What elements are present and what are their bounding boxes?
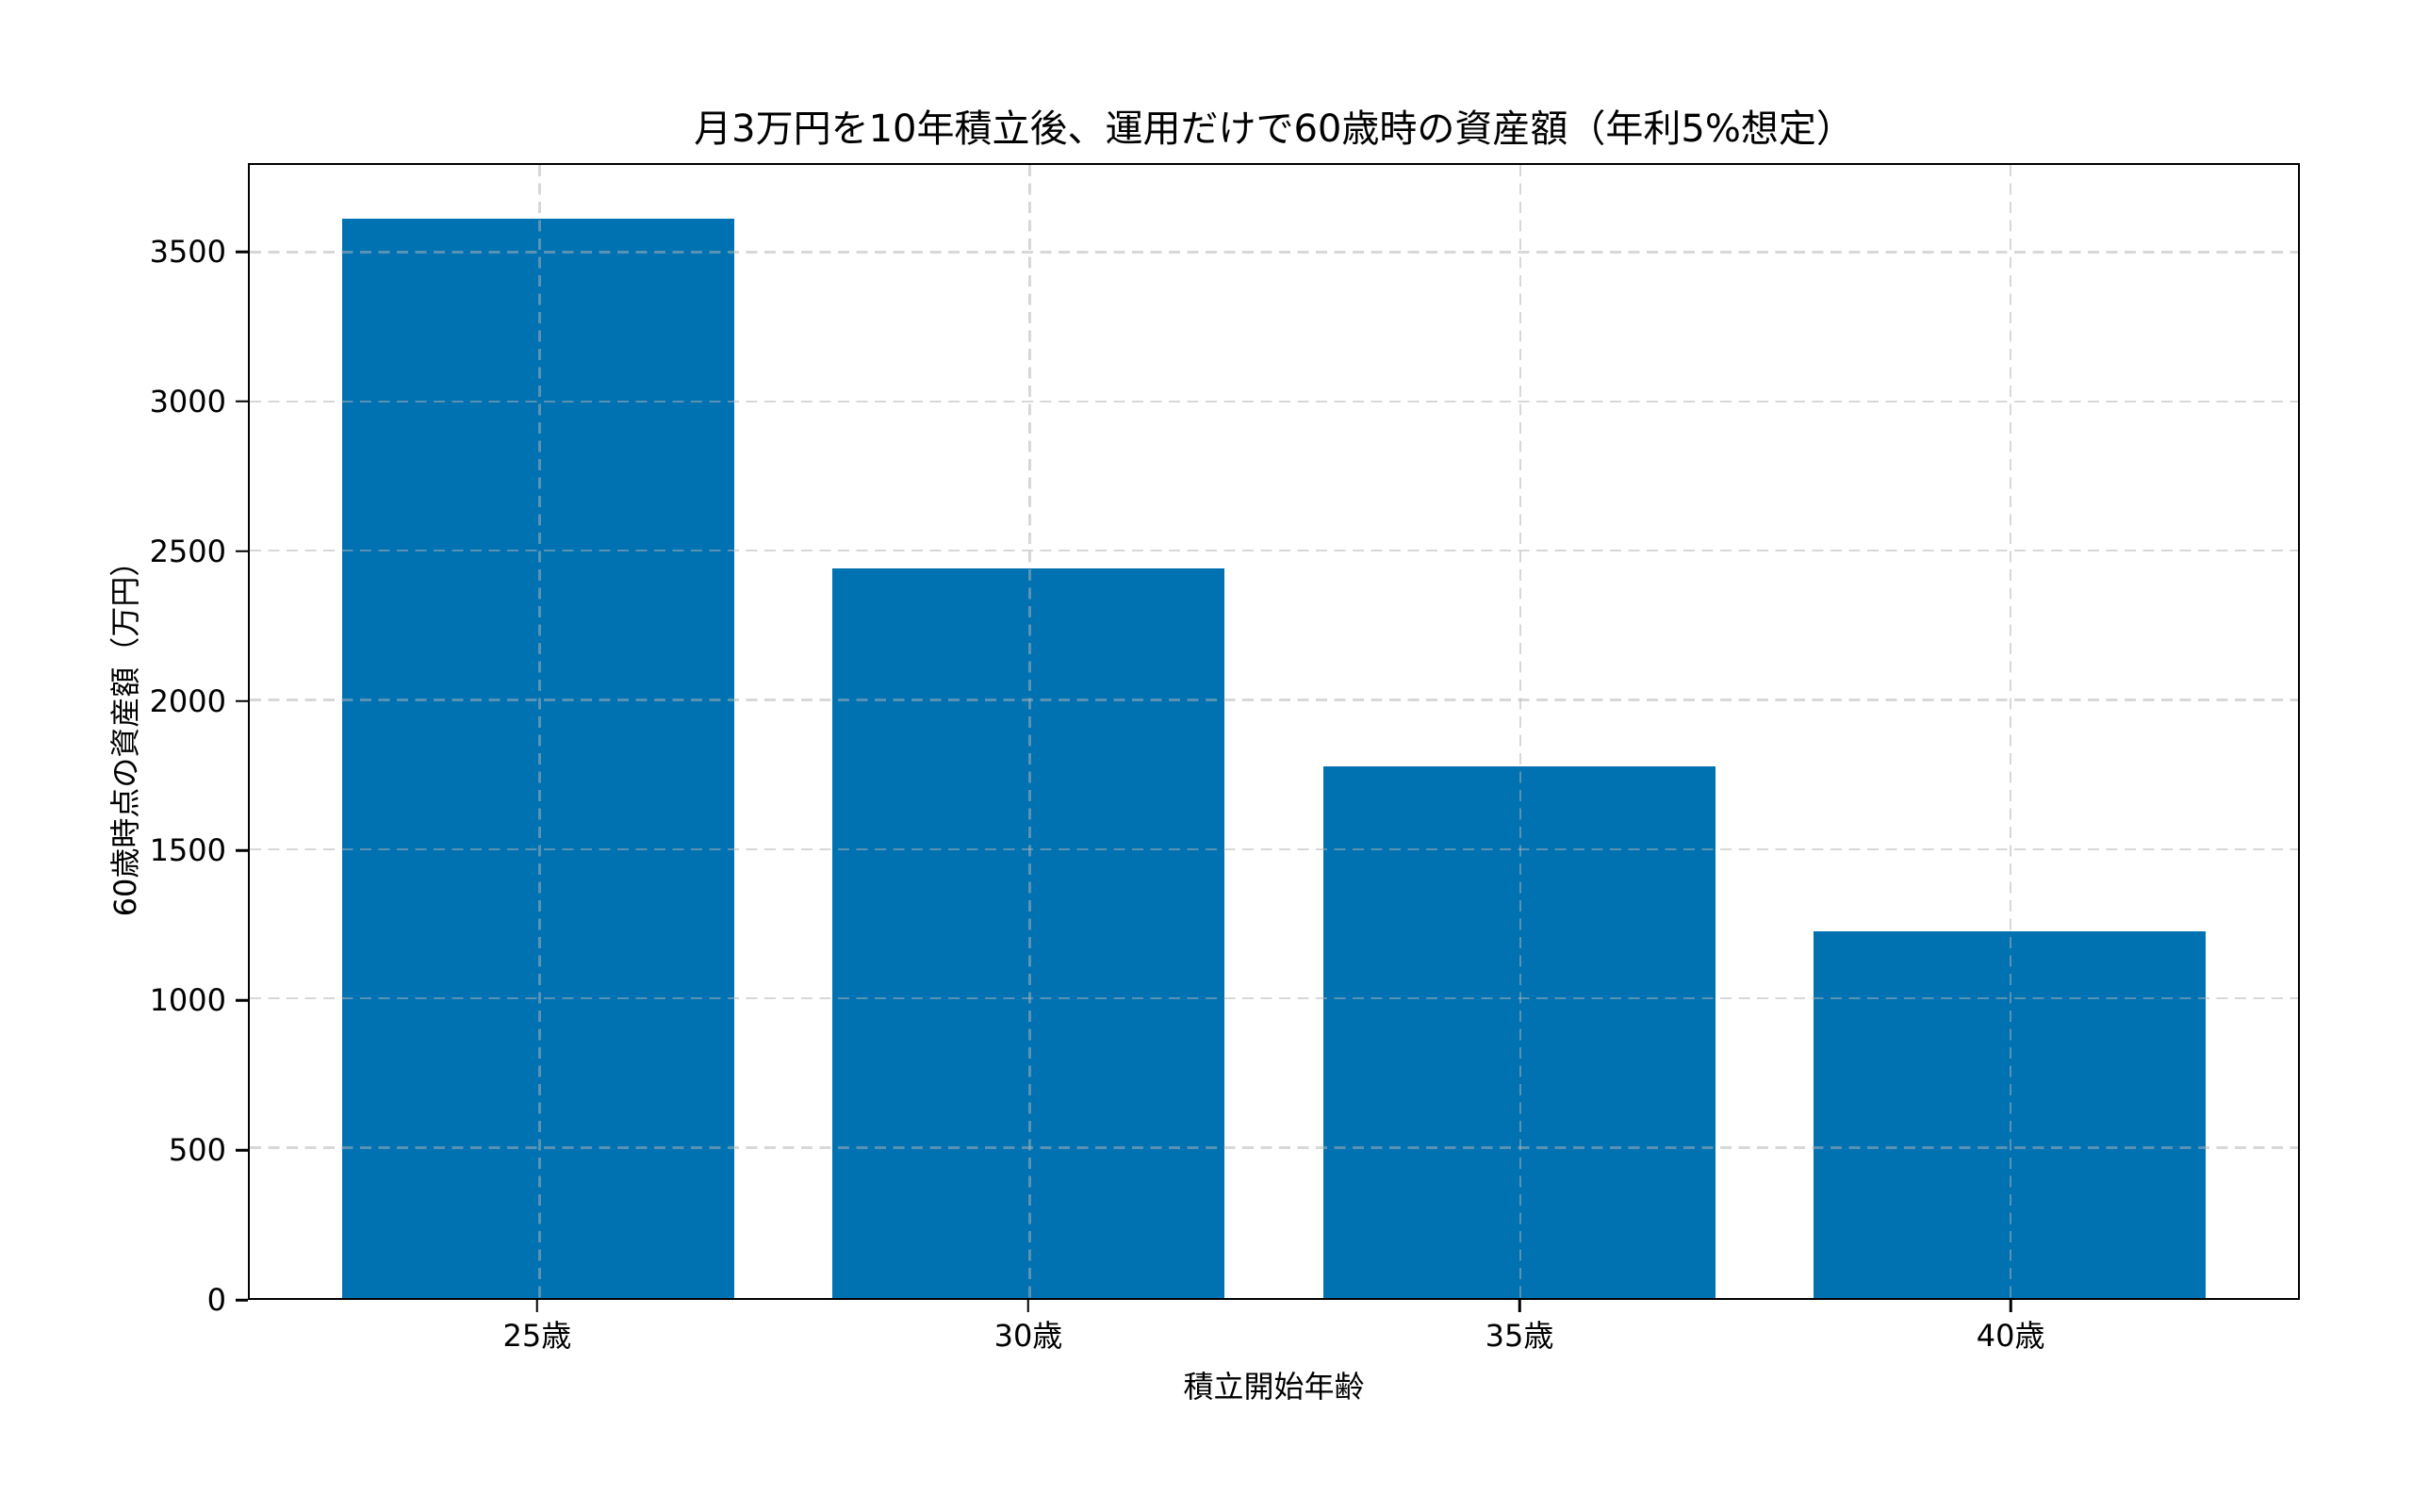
plot-inner [250,165,2298,1298]
y-tick-mark-2000 [236,699,248,702]
x-tick-mark-40歳 [2009,1300,2012,1312]
y-tick-mark-0 [236,1298,248,1302]
gridline-y-500 [250,1146,2298,1149]
x-tick-label-30歳: 30歳 [993,1318,1063,1354]
y-tick-mark-2500 [236,550,248,552]
x-tick-mark-35歳 [1518,1300,1521,1312]
y-tick-label-3500: 3500 [149,234,226,271]
gridline-y-1500 [250,847,2298,851]
gridline-x-35歳 [1518,165,1521,1298]
y-tick-label-500: 500 [168,1132,226,1169]
bar-35歳 [1322,766,1715,1298]
x-tick-label-40歳: 40歳 [1976,1318,2045,1354]
gridline-x-25歳 [538,165,541,1298]
y-tick-mark-3000 [236,400,248,403]
gridline-x-40歳 [2009,165,2012,1298]
gridline-x-30歳 [1028,165,1031,1298]
y-tick-label-2000: 2000 [149,682,226,719]
x-axis-label: 積立開始年齢 [1183,1369,1365,1405]
bar-30歳 [832,567,1225,1298]
y-tick-label-1500: 1500 [149,832,226,869]
y-tick-label-3000: 3000 [149,383,226,419]
y-tick-label-1000: 1000 [149,982,226,1019]
y-tick-label-2500: 2500 [149,533,226,569]
gridline-y-2500 [250,550,2298,552]
y-tick-mark-1000 [236,999,248,1002]
gridline-y-1000 [250,996,2298,1000]
bar-40歳 [1813,930,2206,1298]
y-tick-label-0: 0 [206,1282,226,1318]
gridline-y-3500 [250,251,2298,254]
plot-area [248,163,2300,1300]
x-tick-label-35歳: 35歳 [1485,1318,1554,1354]
x-tick-mark-25歳 [535,1300,539,1312]
chart-title: 月3万円を10年積立後、運用だけで60歳時の資産額（年利5%想定） [694,107,1854,151]
x-tick-mark-30歳 [1026,1300,1030,1312]
y-tick-mark-500 [236,1148,248,1152]
gridline-y-2000 [250,698,2298,701]
x-tick-label-25歳: 25歳 [502,1318,572,1354]
y-tick-mark-1500 [236,849,248,852]
y-tick-mark-3500 [236,250,248,254]
gridline-y-3000 [250,400,2298,403]
